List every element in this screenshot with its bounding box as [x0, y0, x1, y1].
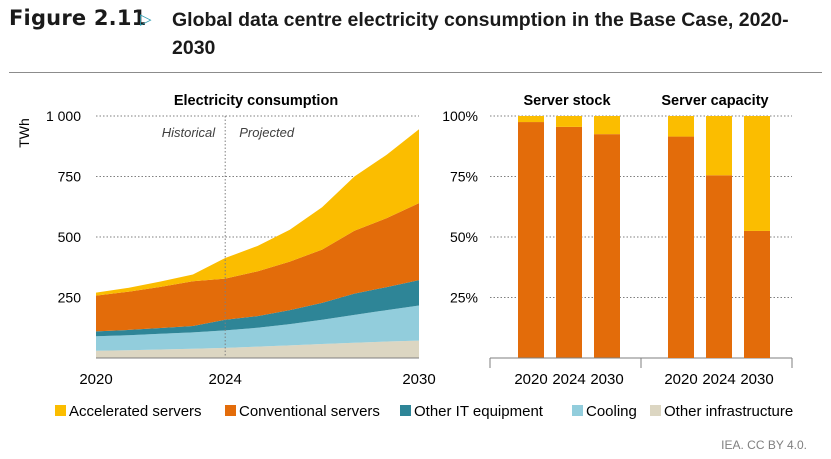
legend-swatch: [400, 405, 411, 416]
figure-arrow-icon: ▷: [140, 11, 152, 28]
legend-swatch: [55, 405, 66, 416]
header-divider: [9, 72, 822, 73]
server-stock-panel: 100% 75% 50% 25% 2020 2024 2030 Server stock: [442, 93, 793, 388]
area-series-other-it-equipment: [96, 280, 419, 337]
y-axis-label: TWh: [16, 118, 32, 148]
bar-segment-conventional-servers: [668, 136, 694, 358]
x-tick-label: 2020: [514, 371, 547, 388]
legend-label: Other infrastructure: [664, 403, 793, 420]
bar-segment-accelerated-servers: [744, 116, 770, 231]
y-tick-label: 250: [58, 290, 82, 306]
x-tick-label: 2024: [552, 371, 585, 388]
y-tick-label: 750: [58, 169, 82, 185]
x-tick-label: 2030: [740, 371, 773, 388]
server-stock-title: Server stock: [523, 93, 611, 109]
x-tick-label: 2020: [664, 371, 697, 388]
server-capacity-panel: 2020 2024 2030 Server capacity: [661, 93, 773, 388]
source-credit: IEA. CC BY 4.0.: [721, 438, 807, 452]
area-series-cooling: [96, 305, 419, 351]
projected-annotation: Projected: [239, 125, 295, 140]
legend-label: Accelerated servers: [69, 403, 202, 420]
bar-segment-accelerated-servers: [668, 116, 694, 137]
bar-segment-conventional-servers: [744, 230, 770, 358]
bar-segment-accelerated-servers: [594, 116, 620, 135]
x-tick-label: 2030: [402, 371, 435, 388]
chart-legend: Accelerated servers Conventional servers O…: [55, 403, 793, 420]
bar-segment-conventional-servers: [518, 122, 544, 358]
x-tick-label: 2020: [79, 371, 112, 388]
area-chart-panel: 1 000 750 500 250 Historical Projected 2020 202…: [16, 93, 436, 388]
bar-segment-accelerated-servers: [556, 116, 582, 127]
area-series-other-infrastructure: [96, 340, 419, 358]
y-tick-label: 25%: [450, 290, 478, 306]
y-tick-label: 50%: [450, 229, 478, 245]
legend-label: Cooling: [586, 403, 637, 420]
legend-swatch: [650, 405, 661, 416]
y-tick-label: 500: [58, 229, 82, 245]
area-series-accelerated-servers: [96, 129, 419, 296]
y-tick-label: 1 000: [46, 108, 81, 124]
area-chart-title: Electricity consumption: [174, 93, 338, 109]
y-tick-label: 100%: [442, 108, 478, 124]
legend-swatch: [225, 405, 236, 416]
server-capacity-title: Server capacity: [661, 93, 768, 109]
figure-title: Global data centre electricity consumpti…: [172, 9, 789, 59]
legend-label: Other IT equipment: [414, 403, 544, 420]
bar-segment-accelerated-servers: [706, 116, 732, 176]
bar-segment-conventional-servers: [594, 134, 620, 358]
bar-segment-accelerated-servers: [518, 116, 544, 123]
legend-swatch: [572, 405, 583, 416]
x-tick-label: 2030: [590, 371, 623, 388]
legend-label: Conventional servers: [239, 403, 380, 420]
x-tick-label: 2024: [209, 371, 242, 388]
bar-segment-conventional-servers: [556, 126, 582, 358]
area-series-conventional-servers: [96, 203, 419, 332]
figure-label: Figure 2.11: [9, 6, 147, 30]
historical-annotation: Historical: [162, 125, 217, 140]
x-tick-label: 2024: [702, 371, 735, 388]
y-tick-label: 75%: [450, 169, 478, 185]
bar-segment-conventional-servers: [706, 175, 732, 358]
